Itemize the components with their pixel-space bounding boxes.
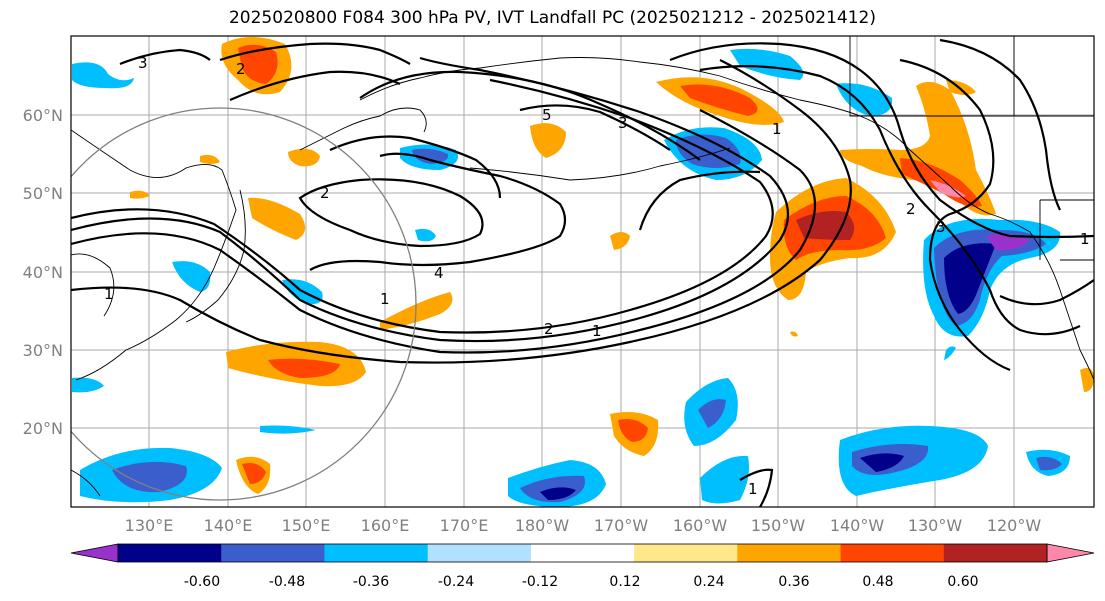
contour-label: 3 <box>618 114 628 132</box>
colorbar-extend-min <box>70 543 119 563</box>
contour-labels: 3 2 1 5 3 1 2 4 2 1 2 1 3 1 1 <box>104 54 1090 498</box>
contour-label: 2 <box>544 320 554 338</box>
contour-label: 1 <box>748 480 758 498</box>
colorbar-segment <box>840 544 945 562</box>
colorbar <box>70 543 1095 563</box>
colorbar-segment <box>943 544 1048 562</box>
lon-label: 150°W <box>751 516 806 535</box>
colorbar-segment <box>118 544 222 562</box>
colorbar-segment <box>530 544 635 562</box>
lon-label: 140°E <box>204 516 253 535</box>
colorbar-segment <box>634 544 738 562</box>
contour-label: 2 <box>236 60 246 78</box>
colorbar-segment <box>324 544 429 562</box>
contour-label: 1 <box>380 290 390 308</box>
lon-label: 150°E <box>282 516 331 535</box>
colorbar-tick-label: -0.36 <box>353 574 389 590</box>
lat-label: 30°N <box>23 341 63 360</box>
lat-label: 60°N <box>23 106 63 125</box>
contour-label: 1 <box>1080 230 1090 248</box>
lon-label: 160°W <box>673 516 728 535</box>
contour-label: 1 <box>772 120 782 138</box>
colorbar-segment <box>221 544 325 562</box>
map-frame <box>70 35 1095 508</box>
lon-label: 170°E <box>440 516 489 535</box>
lon-label: 120°W <box>987 516 1042 535</box>
colorbar-segment <box>427 544 532 562</box>
colorbar-extend-max <box>1046 543 1095 563</box>
contour-label: 1 <box>592 322 602 340</box>
colorbar-tick-label: 0.36 <box>778 574 809 590</box>
map-title: 2025020800 F084 300 hPa PV, IVT Landfall… <box>228 8 876 28</box>
lon-label: 140°W <box>830 516 885 535</box>
lon-label: 180°W <box>515 516 570 535</box>
lon-label: 160°E <box>361 516 410 535</box>
colorbar-tick-label: -0.60 <box>184 574 220 590</box>
contour-label: 1 <box>104 285 114 303</box>
contour-label: 3 <box>936 218 946 236</box>
longitude-labels: 130°E 140°E 150°E 160°E 170°E 180°W 170°… <box>125 516 1042 535</box>
lat-label: 40°N <box>23 263 63 282</box>
colorbar-tick-label: 0.60 <box>947 574 978 590</box>
colorbar-tick-label: -0.48 <box>269 574 305 590</box>
contour-label: 3 <box>138 54 148 72</box>
contour-label: 5 <box>542 106 552 124</box>
lon-label: 170°W <box>594 516 649 535</box>
pv-contours <box>71 38 1094 507</box>
colorbar-tick-label: 0.48 <box>862 574 893 590</box>
colorbar-segment <box>737 544 842 562</box>
contour-label: 2 <box>320 184 330 202</box>
contour-label: 2 <box>906 200 916 218</box>
contour-label: 4 <box>434 264 444 282</box>
colorbar-tick-label: 0.12 <box>609 574 640 590</box>
projection-circle <box>71 107 417 501</box>
colorbar-tick-labels: -0.60 -0.48 -0.36 -0.24 -0.12 0.12 0.24 … <box>184 574 979 590</box>
lat-label: 50°N <box>23 184 63 203</box>
lon-label: 130°W <box>908 516 963 535</box>
lon-label: 130°E <box>125 516 174 535</box>
colorbar-tick-label: -0.24 <box>438 574 474 590</box>
colorbar-tick-label: 0.24 <box>693 574 724 590</box>
pv-shading <box>72 37 1094 507</box>
colorbar-tick-label: -0.12 <box>522 574 558 590</box>
latitude-labels: 60°N 50°N 40°N 30°N 20°N <box>23 106 63 438</box>
lat-label: 20°N <box>23 419 63 438</box>
colorbar-outline <box>117 543 1048 563</box>
